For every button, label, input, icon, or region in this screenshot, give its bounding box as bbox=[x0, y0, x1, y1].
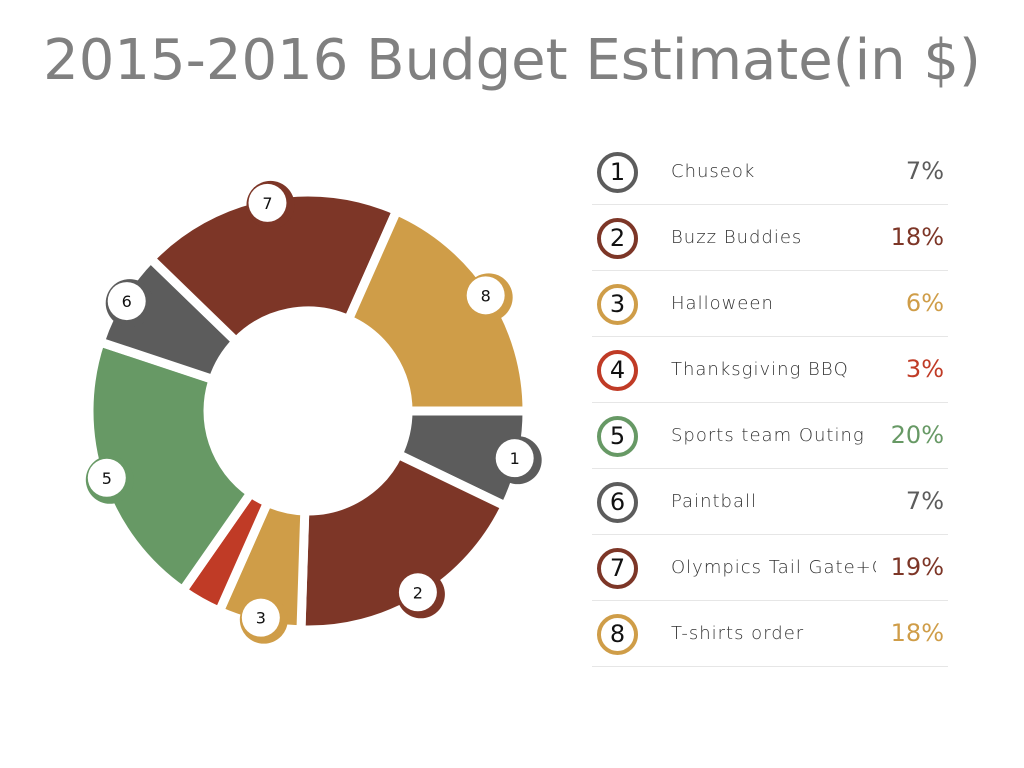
segment-badge-7: 7 bbox=[246, 180, 295, 229]
segment-badge-1: 1 bbox=[493, 436, 542, 485]
legend-item: 7 Olympics Tail Gate+C 19% bbox=[592, 535, 948, 601]
segment-badge-5: 5 bbox=[85, 455, 134, 504]
segment-badge-6: 6 bbox=[105, 279, 154, 328]
donut-segment-5 bbox=[84, 336, 258, 597]
legend-number-badge: 8 bbox=[597, 614, 638, 655]
chart-title: 2015-2016 Budget Estimate(in $) bbox=[43, 28, 981, 93]
donut-chart: 1 2 3 5 6 7 8 bbox=[84, 180, 542, 644]
legend-number-badge: 6 bbox=[597, 482, 638, 523]
legend-number-badge: 2 bbox=[597, 218, 638, 259]
legend-percent: 20% bbox=[890, 421, 944, 449]
segment-badge-label: 7 bbox=[262, 194, 272, 213]
legend: 1 Chuseok 7% 2 Buzz Buddies 18% 3 Hallowee… bbox=[592, 139, 948, 667]
segment-badge-label: 2 bbox=[413, 583, 423, 602]
segment-badge-label: 3 bbox=[256, 609, 266, 628]
segment-badge-8: 8 bbox=[464, 273, 513, 322]
legend-percent: 7% bbox=[905, 487, 944, 515]
segment-badge-3: 3 bbox=[239, 595, 288, 644]
segment-badge-label: 1 bbox=[510, 449, 520, 468]
legend-number-badge: 5 bbox=[597, 416, 638, 457]
segment-badge-2: 2 bbox=[396, 570, 445, 619]
segment-badge-label: 8 bbox=[481, 286, 491, 305]
legend-label: Buzz Buddies bbox=[671, 227, 803, 248]
legend-percent: 3% bbox=[905, 355, 944, 383]
legend-number-badge: 1 bbox=[597, 152, 638, 193]
legend-number-badge: 7 bbox=[597, 548, 638, 589]
legend-percent: 7% bbox=[905, 157, 944, 185]
legend-number-badge: 4 bbox=[597, 350, 638, 391]
legend-label: T-shirts order bbox=[671, 623, 805, 644]
donut-segment-7 bbox=[144, 187, 403, 348]
legend-item: 8 T-shirts order 18% bbox=[592, 601, 948, 667]
legend-number-badge: 3 bbox=[597, 284, 638, 325]
legend-percent: 6% bbox=[905, 289, 944, 317]
legend-item: 6 Paintball 7% bbox=[592, 469, 948, 535]
legend-percent: 18% bbox=[890, 619, 944, 647]
legend-label: Olympics Tail Gate+C bbox=[671, 557, 876, 578]
legend-item: 1 Chuseok 7% bbox=[592, 139, 948, 205]
legend-label: Chuseok bbox=[671, 161, 756, 182]
donut-segment-2 bbox=[296, 448, 512, 635]
legend-label: Paintball bbox=[671, 491, 758, 512]
legend-item: 5 Sports team Outing 20% bbox=[592, 403, 948, 469]
legend-percent: 19% bbox=[890, 553, 944, 581]
segment-badge-label: 5 bbox=[102, 469, 112, 488]
segment-badge-label: 6 bbox=[122, 292, 132, 311]
legend-label: Thanksgiving BBQ bbox=[671, 359, 849, 380]
legend-item: 2 Buzz Buddies 18% bbox=[592, 205, 948, 271]
donut-segment-8 bbox=[342, 204, 532, 416]
legend-label: Sports team Outing bbox=[671, 425, 865, 446]
legend-item: 4 Thanksgiving BBQ 3% bbox=[592, 337, 948, 403]
legend-item: 3 Halloween 6% bbox=[592, 271, 948, 337]
legend-label: Halloween bbox=[671, 293, 774, 314]
legend-percent: 18% bbox=[890, 223, 944, 251]
